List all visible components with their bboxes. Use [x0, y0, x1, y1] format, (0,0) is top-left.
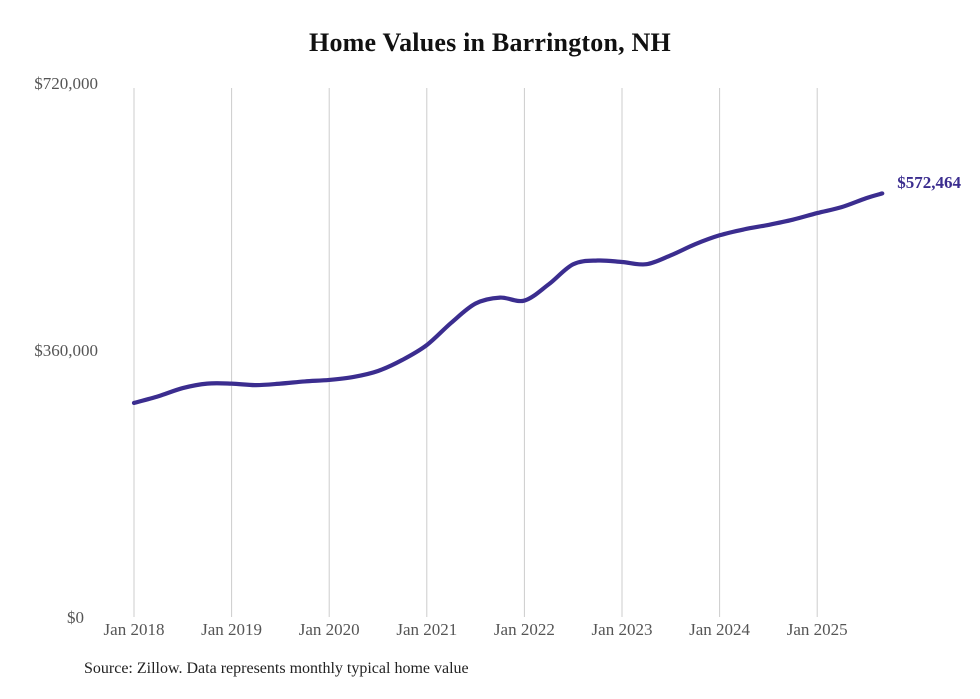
gridlines — [133, 88, 818, 617]
x-axis-tick-label: Jan 2022 — [493, 620, 555, 639]
x-axis-tick-label: Jan 2020 — [298, 620, 360, 639]
x-axis-tick-label: Jan 2023 — [591, 620, 653, 639]
x-axis-tick-label: Jan 2024 — [689, 620, 751, 639]
y-axis-label-zero: $0 — [67, 608, 84, 627]
source-note: Source: Zillow. Data represents monthly … — [84, 660, 469, 677]
y-axis-label-top: $720,000 — [34, 74, 98, 93]
x-axis-tick-label: Jan 2021 — [396, 620, 458, 639]
chart-title: Home Values in Barrington, NH — [309, 28, 671, 57]
value-line — [131, 191, 885, 406]
endpoint-value-label: $572,464 — [897, 173, 962, 193]
x-axis-tick-label: Jan 2018 — [103, 620, 165, 639]
x-axis-tick-label: Jan 2019 — [201, 620, 263, 639]
x-axis-tick-label: Jan 2025 — [786, 620, 848, 639]
y-axis-label-mid: $360,000 — [34, 341, 98, 360]
